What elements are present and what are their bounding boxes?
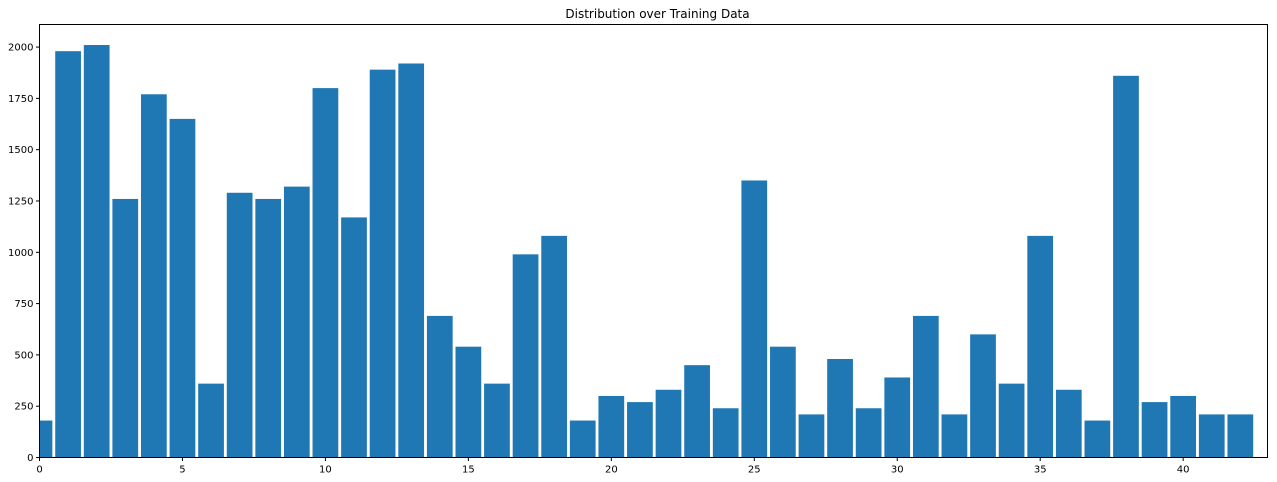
x-tick-label: 35 xyxy=(1034,465,1047,476)
y-tick-label: 250 xyxy=(14,402,33,413)
bar-37 xyxy=(1084,420,1111,458)
bar-3 xyxy=(112,198,139,458)
x-tick-label: 10 xyxy=(319,465,332,476)
y-tick-label: 1000 xyxy=(8,248,33,259)
y-tick-label: 750 xyxy=(14,299,33,310)
bar-34 xyxy=(998,383,1025,458)
bar-24 xyxy=(712,408,739,458)
bar-35 xyxy=(1027,235,1054,458)
bar-29 xyxy=(855,408,882,458)
bar-26 xyxy=(770,346,796,458)
bar-22 xyxy=(655,389,682,458)
bar-19 xyxy=(569,420,596,458)
bar-20 xyxy=(598,395,625,458)
y-tick-label: 1250 xyxy=(8,196,33,207)
bar-9 xyxy=(283,186,310,458)
bar-18 xyxy=(541,235,568,458)
x-tick-label: 15 xyxy=(462,465,475,476)
bar-38 xyxy=(1113,75,1139,458)
bar-15 xyxy=(455,346,482,458)
bar-8 xyxy=(255,198,282,458)
bar-14 xyxy=(426,315,453,458)
bar-1 xyxy=(55,51,81,458)
x-tick-label: 40 xyxy=(1177,465,1190,476)
y-tick-label: 2000 xyxy=(8,43,33,54)
y-tick-label: 0 xyxy=(27,453,33,464)
bar-36 xyxy=(1055,389,1082,458)
bar-27 xyxy=(798,414,825,458)
y-tick-label: 1500 xyxy=(8,145,33,156)
bar-32 xyxy=(941,414,968,458)
y-tick-label: 1750 xyxy=(8,94,33,105)
bar-10 xyxy=(312,88,339,458)
bar-39 xyxy=(1141,402,1168,458)
x-tick-label: 20 xyxy=(605,465,618,476)
bar-41 xyxy=(1198,414,1225,458)
bar-17 xyxy=(512,254,539,458)
bar-0 xyxy=(39,420,53,458)
bar-2 xyxy=(83,45,110,458)
bar-6 xyxy=(198,383,224,458)
bar-11 xyxy=(341,217,367,458)
bar-21 xyxy=(627,402,653,458)
bar-16 xyxy=(484,383,510,458)
bar-42 xyxy=(1227,414,1254,458)
bars-group xyxy=(39,45,1254,458)
bar-5 xyxy=(169,118,196,458)
bar-31 xyxy=(912,315,939,458)
bar-40 xyxy=(1170,395,1197,458)
chart-title: Distribution over Training Data xyxy=(565,7,749,21)
x-axis: 0 5 10 15 20 25 30 35 40 xyxy=(36,457,1190,476)
x-tick-label: 0 xyxy=(36,465,42,476)
y-tick-label: 500 xyxy=(14,350,33,361)
bar-33 xyxy=(970,334,996,458)
bar-28 xyxy=(827,358,853,458)
x-tick-label: 30 xyxy=(891,465,904,476)
bar-4 xyxy=(140,94,167,458)
x-tick-label: 25 xyxy=(748,465,761,476)
y-axis: 0 250 500 750 1000 1250 1500 1750 2000 xyxy=(8,43,40,464)
x-tick-label: 5 xyxy=(179,465,185,476)
bar-13 xyxy=(398,63,425,458)
bar-12 xyxy=(369,69,396,458)
bar-30 xyxy=(884,377,911,458)
bar-23 xyxy=(684,365,710,458)
bar-25 xyxy=(741,180,768,458)
bar-7 xyxy=(226,192,253,458)
plot-frame xyxy=(39,24,1268,458)
